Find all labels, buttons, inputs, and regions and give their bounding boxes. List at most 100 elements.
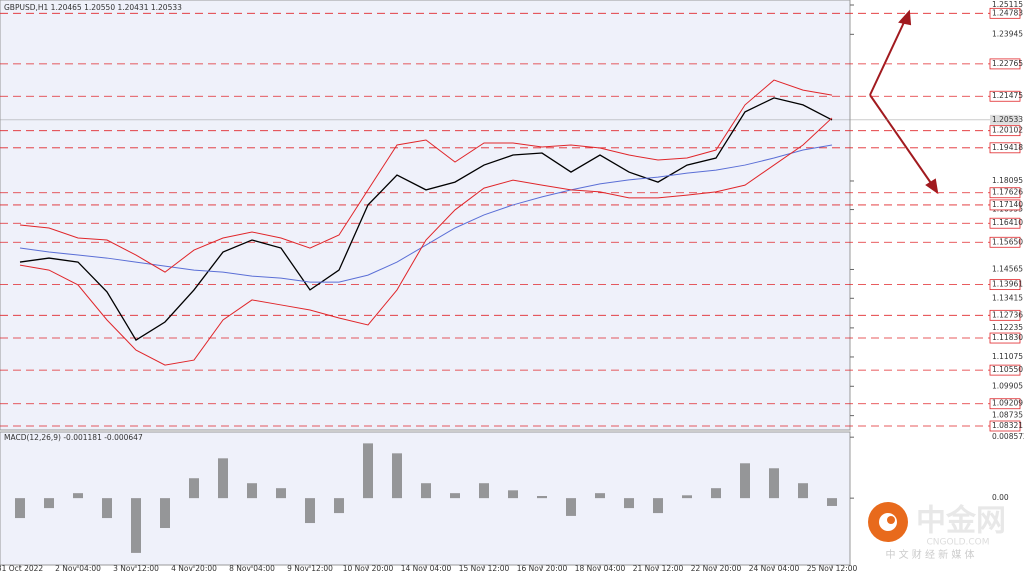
level-label-box (989, 90, 1021, 102)
macd-bar (44, 498, 54, 509)
x-tick-label: 9 Nov 12:00 (287, 564, 333, 573)
level-label-box (989, 332, 1021, 344)
current-price-box (990, 114, 1020, 125)
level-label: 1.12736 (992, 310, 1023, 319)
level-label: 1.13961 (992, 280, 1023, 289)
x-tick-label: 22 Nov 20:00 (691, 564, 742, 573)
level-label-box (989, 199, 1021, 211)
level-label: 1.16410 (992, 218, 1023, 227)
macd-bar (479, 483, 489, 499)
macd-bar (769, 468, 779, 499)
macd-bar (711, 488, 721, 499)
level-label: 1.20102 (992, 126, 1023, 135)
macd-bar (15, 498, 25, 519)
level-label-box (989, 420, 1021, 432)
level-label: 1.19418 (992, 143, 1023, 152)
level-label-box (989, 309, 1021, 321)
macd-bar (247, 483, 257, 499)
macd-bar (73, 493, 83, 499)
macd-bar (798, 483, 808, 499)
macd-bar (334, 498, 344, 514)
x-tick-label: 8 Nov 04:00 (229, 564, 275, 573)
price-panel (0, 0, 851, 431)
macd-bar (508, 490, 518, 499)
y-tick-label: 1.08735 (992, 411, 1023, 420)
macd-bar (102, 498, 112, 519)
macd-bar (276, 488, 286, 499)
level-label-box (989, 125, 1021, 137)
macd-bar (595, 493, 605, 499)
y-tick-label: 1.11075 (992, 352, 1023, 361)
macd-bar (740, 463, 750, 499)
series-line (19, 97, 833, 341)
macd-bar (363, 443, 373, 499)
y-tick-label: 1.18095 (992, 176, 1023, 185)
y-tick-label: 1.14565 (992, 264, 1023, 273)
macd-bar (827, 498, 837, 506)
y-tick-label: 1.25115 (992, 0, 1023, 9)
level-label-box (989, 279, 1021, 291)
x-tick-label: 31 Oct 2022 (0, 564, 43, 573)
y-tick-label: 1.09905 (992, 381, 1023, 390)
level-label: 1.11830 (992, 333, 1023, 342)
x-tick-label: 15 Nov 12:00 (459, 564, 510, 573)
level-label: 1.21475 (992, 91, 1023, 100)
forecast-arrows (869, 9, 939, 195)
level-label-box (989, 217, 1021, 229)
level-label: 1.22765 (992, 59, 1023, 68)
macd-panel (0, 431, 851, 566)
x-tick-label: 2 Nov 04:00 (55, 564, 101, 573)
macd-bar (450, 493, 460, 499)
macd-bar (537, 496, 547, 499)
watermark-logo (868, 502, 908, 542)
x-tick-label: 16 Nov 20:00 (517, 564, 568, 573)
x-tick-label: 14 Nov 04:00 (401, 564, 452, 573)
series-line (19, 144, 833, 283)
y-tick-label: 1.23945 (992, 29, 1023, 38)
y-tick-label: 1.12235 (992, 323, 1023, 332)
level-label-box (989, 142, 1021, 154)
price-title: GBPUSD,H1 1.20465 1.20550 1.20431 1.2053… (4, 3, 182, 12)
level-label-box (989, 187, 1021, 199)
x-tick-label: 10 Nov 20:00 (343, 564, 394, 573)
x-tick-label: 4 Nov 20:00 (171, 564, 217, 573)
level-label-box (989, 58, 1021, 70)
macd-bar (160, 498, 170, 529)
macd-bar (421, 483, 431, 499)
level-label-box (989, 236, 1021, 248)
macd-bar (682, 495, 692, 499)
level-label-box (989, 398, 1021, 410)
watermark-slogan: 中 文 财 经 新 媒 体 (885, 548, 974, 561)
series-line (19, 79, 833, 273)
level-label: 1.08321 (992, 421, 1023, 430)
level-label: 1.24783 (992, 8, 1023, 17)
macd-bar (624, 498, 634, 509)
level-label: 1.10550 (992, 365, 1023, 374)
macd-bar (566, 498, 576, 516)
macd-title: MACD(12,26,9) -0.001181 -0.000647 (4, 433, 143, 442)
y-tick-label: 0.008572 (992, 432, 1024, 441)
y-tick-label: 1.13415 (992, 293, 1023, 302)
macd-bar (131, 498, 141, 553)
x-tick-label: 21 Nov 12:00 (633, 564, 684, 573)
macd-bar (218, 458, 228, 499)
level-label-box (989, 7, 1021, 19)
watermark-site: CNGOLD.COM (926, 538, 989, 548)
macd-bar (189, 478, 199, 499)
level-label: 1.17140 (992, 200, 1023, 209)
x-tick-label: 18 Nov 04:00 (575, 564, 626, 573)
x-tick-label: 24 Nov 04:00 (749, 564, 800, 573)
macd-bar (653, 498, 663, 514)
y-tick-label: 0.00 (992, 493, 1009, 502)
level-label: 1.15650 (992, 237, 1023, 246)
x-tick-label: 3 Nov 12:00 (113, 564, 159, 573)
level-label: 1.09209 (992, 399, 1023, 408)
macd-bar (392, 453, 402, 499)
watermark-brand: 中金网 (916, 504, 1006, 539)
current-price-label: 1.20533 (992, 115, 1023, 124)
series-line (19, 117, 833, 366)
x-tick-label: 25 Nov 12:00 (807, 564, 858, 573)
macd-bar (305, 498, 315, 524)
level-label-box (989, 364, 1021, 376)
